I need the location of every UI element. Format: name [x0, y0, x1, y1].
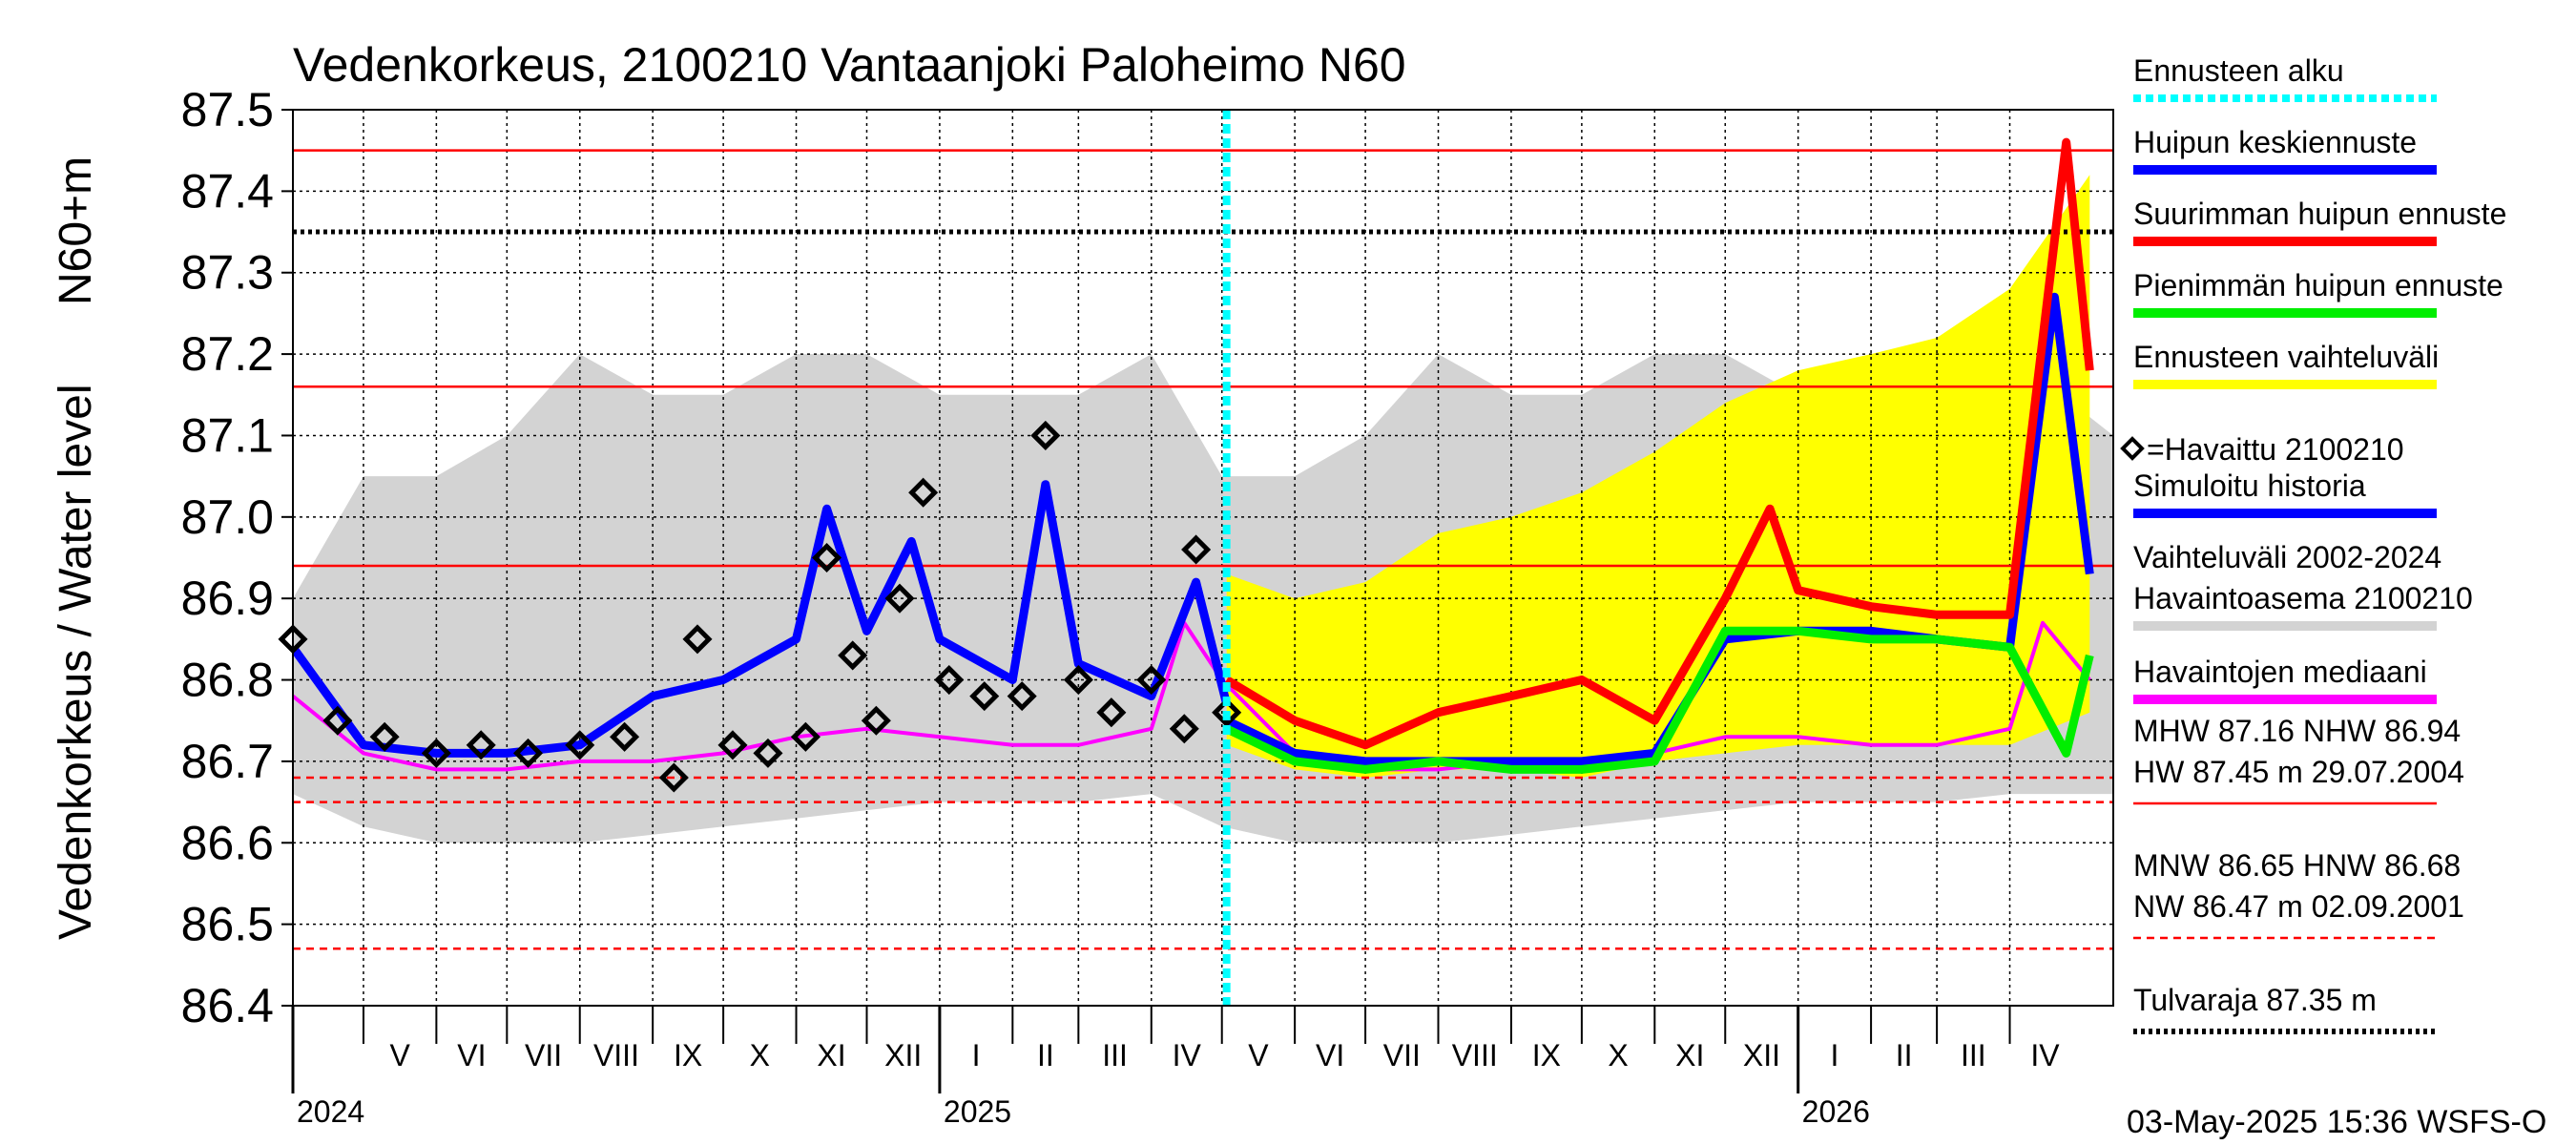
observed-point [1181, 534, 1212, 565]
legend-label: Ennusteen vaihteluväli [2133, 340, 2439, 374]
month-label: VIII [1452, 1038, 1498, 1072]
month-label: II [1037, 1038, 1054, 1072]
observed-point [682, 624, 713, 655]
y-tick-label: 87.5 [181, 83, 274, 136]
month-label: VIII [593, 1038, 639, 1072]
y-tick-label: 86.6 [181, 816, 274, 869]
observed-point [861, 705, 891, 736]
month-label: IX [674, 1038, 702, 1072]
observed-point [717, 730, 748, 760]
y-tick-label: 87.0 [181, 490, 274, 544]
month-label: VII [525, 1038, 562, 1072]
month-label: IX [1532, 1038, 1561, 1072]
y-axis: 87.5 87.4 87.3 87.2 87.1 87.0 86.9 86.8 86.7 86.6… [181, 83, 293, 1032]
legend-label: Simuloitu historia [2133, 468, 2366, 503]
month-label: V [1248, 1038, 1269, 1072]
legend-stat: NW 86.47 m 02.09.2001 [2133, 889, 2464, 924]
observed-point [884, 583, 915, 614]
series-pienimmän [1224, 626, 2094, 774]
month-label: XII [884, 1038, 922, 1072]
observed-point [610, 721, 640, 752]
legend-stat: HW 87.45 m 29.07.2004 [2133, 755, 2464, 789]
observed-point [908, 477, 939, 508]
observed-point [466, 730, 496, 760]
month-label: III [1961, 1038, 1986, 1072]
observed-point [1063, 665, 1093, 696]
timestamp-footer: 03-May-2025 15:36 WSFS-O [2127, 1104, 2546, 1140]
observed-point [322, 705, 353, 736]
series-suurimman [1224, 137, 2094, 750]
observed-point [658, 762, 689, 793]
observed-point [369, 721, 400, 752]
y-axis-unit: N60+m [51, 156, 101, 305]
month-label: III [1102, 1038, 1128, 1072]
observed-point [565, 730, 595, 760]
observed-point [421, 738, 451, 768]
y-tick-label: 87.2 [181, 327, 274, 381]
legend-label: Huipun keskiennuste [2133, 125, 2417, 159]
observed-point [753, 738, 783, 768]
month-label: IV [1173, 1038, 1202, 1072]
observed-point [1007, 681, 1037, 712]
y-axis-label: Vedenkorkeus / Water level [51, 384, 101, 940]
legend-label: =Havaittu 2100210 [2147, 432, 2404, 467]
y-tick-label: 87.1 [181, 408, 274, 462]
year-label: 2026 [1802, 1094, 1870, 1129]
legend-stat: MHW 87.16 NHW 86.94 [2133, 714, 2461, 748]
month-label: X [750, 1038, 770, 1072]
legend-label: Suurimman huipun ennuste [2133, 197, 2506, 231]
observed-markers [278, 420, 1242, 793]
legend-stat: MNW 86.65 HNW 86.68 [2133, 848, 2461, 883]
legend-label: Havaintoasema 2100210 [2133, 581, 2473, 615]
legend-marker [2120, 436, 2145, 461]
y-tick-label: 86.5 [181, 898, 274, 951]
y-tick-label: 86.4 [181, 979, 274, 1032]
series-simuloitu [293, 480, 1232, 758]
observed-point [812, 542, 842, 573]
year-label: 2025 [944, 1094, 1011, 1129]
month-label: IV [2030, 1038, 2060, 1072]
chart-title: Vedenkorkeus, 2100210 Vantaanjoki Palohe… [293, 38, 1406, 92]
observed-point [1169, 714, 1199, 744]
month-label: I [972, 1038, 981, 1072]
y-tick-label: 86.8 [181, 654, 274, 707]
month-label: V [389, 1038, 410, 1072]
plot-frame [292, 109, 2114, 1007]
month-label: VI [457, 1038, 486, 1072]
month-label: I [1830, 1038, 1839, 1072]
observed-point [838, 640, 868, 671]
band-ennusteen [1226, 175, 2090, 779]
month-label: VII [1383, 1038, 1421, 1072]
month-label: XI [817, 1038, 845, 1072]
observed-point [790, 721, 821, 752]
observed-point [969, 681, 1000, 712]
observed-point [934, 665, 965, 696]
observed-point [1136, 665, 1167, 696]
series-havaintojen [293, 620, 2091, 772]
legend-label: Ennusteen alku [2133, 53, 2344, 88]
x-axis: V VI VII VIII IX X XI XII I II III IV V VI VII VIII IX X X… [291, 1006, 2060, 1129]
year-label: 2024 [297, 1094, 364, 1129]
reference-lines [293, 149, 2113, 950]
y-tick-label: 87.3 [181, 246, 274, 300]
series-lines [293, 137, 2094, 774]
month-label: VI [1316, 1038, 1344, 1072]
month-label: XI [1675, 1038, 1704, 1072]
observed-point [512, 738, 544, 768]
month-label: XII [1743, 1038, 1780, 1072]
month-label: II [1896, 1038, 1913, 1072]
legend-label: Vaihteluväli 2002-2024 [2133, 540, 2441, 574]
observed-point [1096, 697, 1127, 728]
month-label: X [1608, 1038, 1628, 1072]
observed-point [1212, 697, 1242, 728]
observed-point [1030, 420, 1061, 450]
legend-stat: Tulvaraja 87.35 m [2133, 983, 2377, 1017]
legend-label: Pienimmän huipun ennuste [2133, 268, 2503, 302]
y-tick-label: 86.7 [181, 735, 274, 788]
legend-label: Havaintojen mediaani [2133, 655, 2427, 689]
legend: Ennusteen alku Huipun keskiennuste Suurimm… [2120, 53, 2506, 1034]
y-tick-label: 86.9 [181, 572, 274, 625]
y-tick-label: 87.4 [181, 164, 274, 218]
